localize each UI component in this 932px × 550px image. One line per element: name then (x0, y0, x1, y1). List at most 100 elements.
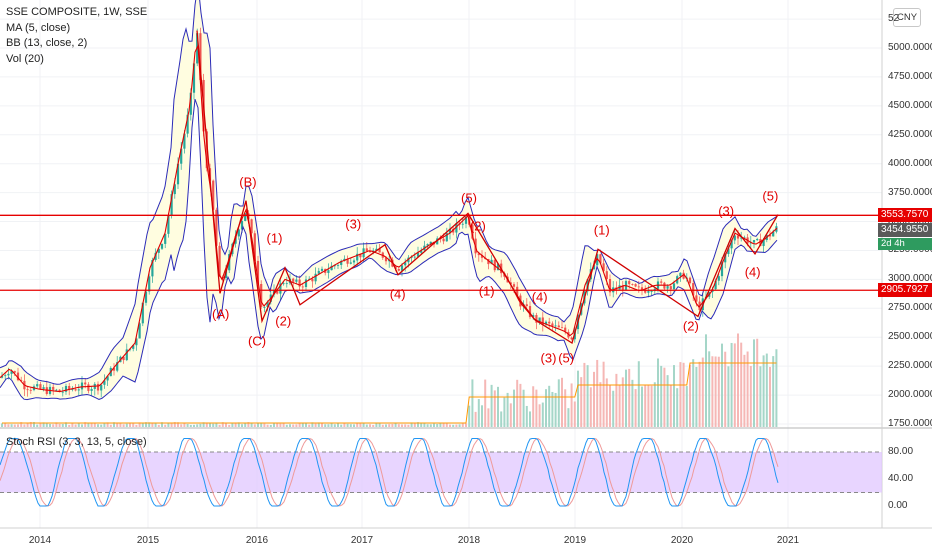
candle-body (144, 291, 148, 303)
horizontal-lines[interactable] (0, 214, 882, 291)
volume-bar (535, 389, 538, 427)
candle-body (10, 371, 13, 374)
volume-bar (61, 424, 64, 427)
candle-body (80, 382, 84, 390)
candle-body (295, 279, 298, 282)
wave-label[interactable]: (5) (461, 190, 477, 206)
wave-label[interactable]: (2) (682, 318, 699, 334)
volume-bar (151, 422, 154, 427)
candle-body (340, 260, 343, 265)
price-tick-label: 2000.0000 (888, 389, 932, 401)
candle-body (250, 219, 253, 234)
candle-body (397, 268, 400, 271)
candle-body (551, 323, 554, 327)
volume-bar (557, 379, 560, 427)
volume-bar (573, 401, 576, 427)
indicator-bb[interactable]: BB (13, close, 2) (6, 37, 88, 49)
volume-bar (561, 377, 563, 427)
wave-label[interactable]: (1) (593, 222, 610, 238)
wave-label[interactable]: (1) (266, 230, 283, 246)
wave-label[interactable]: (4) (531, 289, 548, 305)
volume-bar (311, 422, 314, 427)
volume-bar (100, 424, 103, 427)
wave-label[interactable]: (1) (478, 283, 495, 299)
wave-label[interactable]: (3) (718, 203, 735, 219)
candle-body (525, 304, 528, 307)
candle-body (346, 258, 349, 264)
volume-bar (500, 411, 503, 427)
elliott-wave-lines[interactable] (196, 30, 779, 345)
volume-bar (417, 422, 419, 427)
wave-label[interactable]: (3) (345, 216, 362, 232)
volume-bar (308, 424, 311, 427)
wave-label[interactable]: (4) (389, 286, 406, 302)
currency-button[interactable]: CNY (893, 8, 921, 27)
candle-body (180, 148, 183, 164)
candle-body (157, 248, 160, 253)
candle-body (167, 215, 170, 234)
candle-body (621, 285, 624, 290)
candle-body (378, 248, 381, 253)
candle-body (672, 283, 676, 290)
candle-body (772, 231, 775, 237)
wave-label[interactable]: (4) (744, 264, 761, 280)
wave-label[interactable]: (5) (558, 350, 575, 366)
candle-body (314, 273, 317, 282)
candle-body (199, 33, 202, 80)
bollinger-upper-line (0, 0, 778, 385)
volume-bar (548, 385, 551, 427)
volume-bar (362, 422, 365, 427)
candle-body (29, 389, 32, 391)
volume-bar (119, 422, 122, 427)
wave-label[interactable]: (3) (540, 350, 557, 366)
indicator-stoch-rsi[interactable]: Stoch RSI (3, 3, 13, 5, close) (6, 436, 147, 448)
volume-bar (263, 423, 266, 427)
candle-body (669, 286, 672, 290)
price-tick-label: 3750.0000 (888, 186, 932, 198)
volume-bar (212, 423, 215, 427)
volume-bar (468, 405, 471, 427)
price-tick-label: 4500.0000 (888, 99, 932, 111)
candle-body (311, 278, 314, 282)
volume-bar (45, 422, 48, 427)
indicator-ma[interactable]: MA (5, close) (6, 21, 71, 34)
volume-bar (458, 424, 461, 427)
candle-body (528, 306, 532, 318)
volume-bar (570, 383, 573, 427)
wave-label[interactable]: (5) (762, 188, 779, 204)
time-tick-label: 2021 (776, 535, 800, 546)
wave-label[interactable]: (2) (275, 313, 292, 329)
volume-bar (673, 365, 675, 427)
volume-bar (391, 423, 394, 427)
wave-label[interactable]: (C) (247, 333, 267, 349)
wave-label[interactable]: (B) (239, 174, 257, 190)
candle-body (416, 252, 420, 257)
candle-body (730, 240, 733, 249)
candle-body (20, 380, 23, 381)
volume-bar (260, 423, 263, 427)
volume-bar (420, 422, 423, 427)
candle-body (564, 327, 567, 332)
wave-label[interactable]: (2) (469, 218, 486, 234)
candle-body (282, 283, 285, 285)
indicator-vol[interactable]: Vol (20) (6, 52, 44, 65)
price-tick-label: 3000.0000 (888, 273, 932, 285)
candle-body (554, 325, 557, 327)
volume-bar (273, 422, 275, 427)
ma-line (0, 43, 778, 393)
volume-bar (113, 422, 115, 427)
candle-body (743, 237, 746, 239)
candle-body (448, 228, 452, 234)
candle-body (74, 389, 77, 391)
volume-bar (359, 423, 362, 427)
volume-bar (289, 424, 291, 427)
symbol-title[interactable]: SSE COMPOSITE, 1W, SSE (6, 6, 148, 18)
candle-body (292, 278, 295, 282)
price-tick-label: 1750.0000 (888, 418, 932, 429)
wave-label[interactable]: (A) (211, 306, 230, 322)
volume-bar (577, 370, 579, 427)
volume-bar (196, 424, 199, 427)
volume-bar (529, 411, 531, 427)
